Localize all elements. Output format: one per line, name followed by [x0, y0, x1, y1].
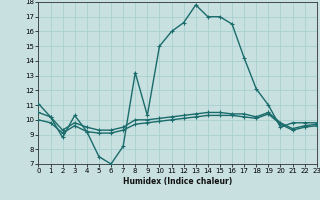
X-axis label: Humidex (Indice chaleur): Humidex (Indice chaleur)	[123, 177, 232, 186]
